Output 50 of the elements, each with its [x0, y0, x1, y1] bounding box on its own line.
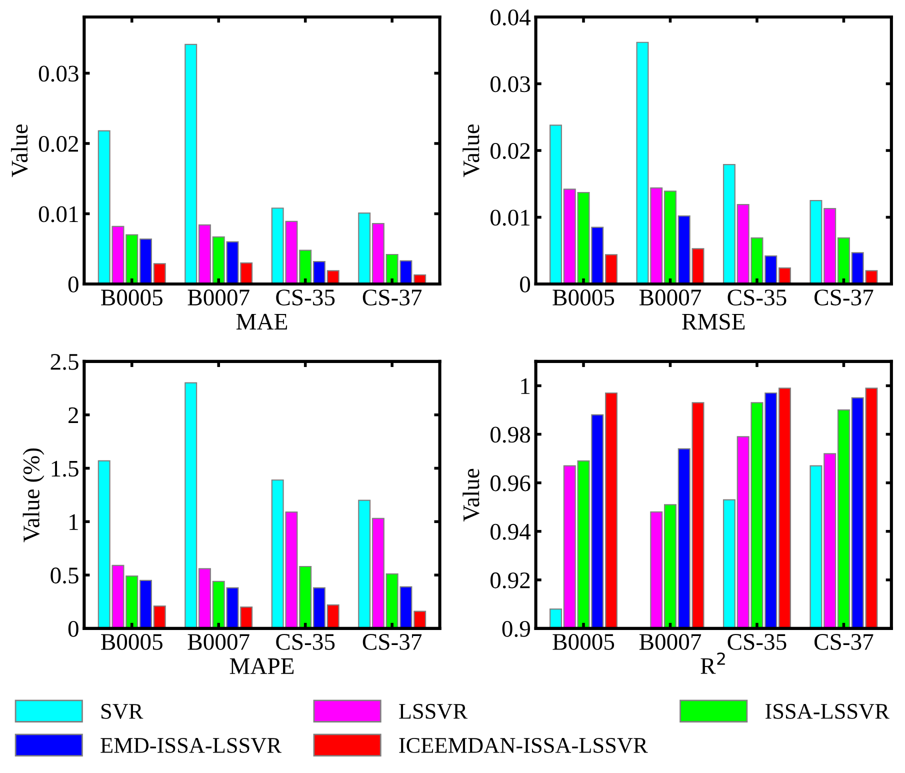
y-tick-label: 0.02: [490, 143, 530, 160]
x-tick-label: CS-35: [728, 634, 786, 650]
x-tick-label: CS-37: [814, 634, 874, 650]
x-tick-label: B0007: [188, 290, 250, 306]
y-axis-title: Value: [462, 468, 480, 522]
y-tick-label: 1.5: [52, 460, 78, 477]
y-axis-title: Value (%): [22, 448, 44, 542]
y-axis-title: Value: [462, 124, 480, 178]
x-tick-label: B0005: [101, 634, 162, 650]
legend-label: ICEEMDAN-ISSA-LSSVR: [399, 738, 648, 754]
y-tick-label: 0.92: [490, 572, 530, 588]
x-tick-label: B0007: [639, 634, 702, 650]
y-axis-title: Value: [11, 124, 28, 178]
y-tick-label: 1: [521, 378, 530, 394]
legend-label: ISSA-LSSVR: [766, 704, 890, 719]
y-tick-label: 0.96: [490, 475, 530, 492]
legend-label: EMD-ISSA-LSSVR: [100, 738, 282, 754]
x-tick-label: B0005: [552, 634, 614, 650]
y-tick-label: 0.98: [490, 426, 530, 443]
x-tick-label: CS-35: [728, 290, 786, 306]
y-tick-label: 0: [68, 276, 78, 292]
y-tick-label: 0.5: [50, 568, 78, 584]
x-tick-label: B0005: [552, 290, 614, 306]
legend-label: SVR: [101, 704, 144, 719]
x-tick-label: CS-37: [362, 290, 422, 306]
x-tick-label: B0007: [188, 634, 250, 650]
y-tick-label: 2.5: [50, 354, 78, 370]
x-tick-label: B0007: [639, 290, 702, 306]
y-tick-label: 0: [68, 620, 78, 637]
x-axis-title: RMSE: [682, 314, 745, 330]
y-tick-label: 0.04: [490, 9, 531, 26]
y-tick-label: 0.01: [38, 206, 78, 222]
y-tick-label: 0.02: [38, 136, 78, 152]
y-tick-label: 0: [520, 276, 530, 292]
x-axis-title: R$^{2}$: [700, 652, 725, 674]
x-tick-label: CS-35: [276, 634, 335, 650]
x-tick-label: CS-37: [362, 634, 422, 650]
y-tick-label: 0.94: [490, 524, 531, 540]
y-tick-label: 2: [68, 407, 78, 424]
legend-label: LSSVR: [399, 704, 468, 719]
x-tick-label: B0005: [101, 290, 162, 306]
x-tick-label: CS-37: [814, 290, 874, 306]
x-tick-label: CS-35: [276, 290, 335, 306]
y-tick-label: 0.03: [490, 76, 530, 92]
y-tick-label: 1: [70, 514, 78, 530]
y-tick-label: 0.03: [38, 66, 78, 82]
y-tick-label: 0.9: [502, 620, 530, 637]
y-tick-label: 0.01: [490, 210, 530, 226]
x-axis-title: MAPE: [230, 658, 294, 674]
x-axis-title: MAE: [236, 314, 288, 330]
